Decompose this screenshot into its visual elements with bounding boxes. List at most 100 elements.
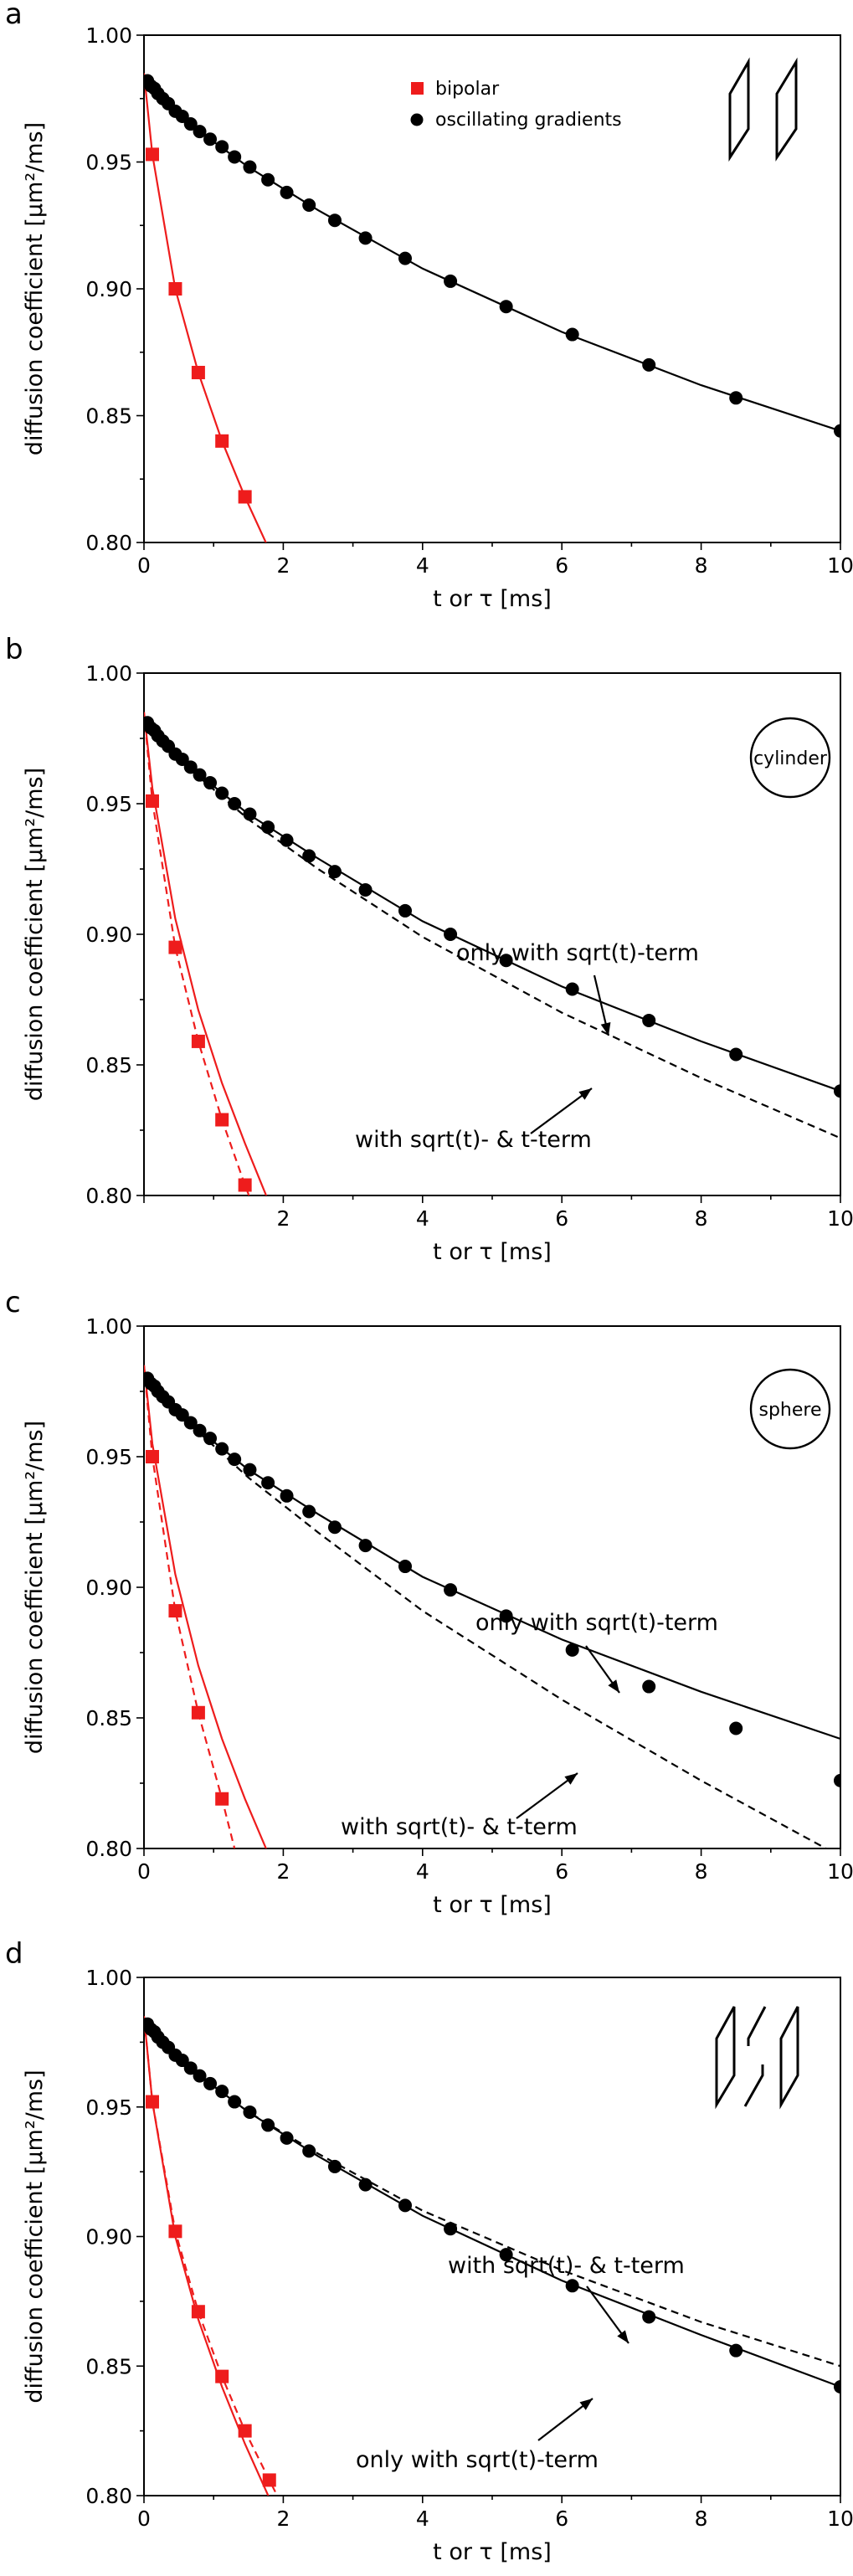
data-point-oscillating <box>565 327 579 342</box>
data-point-oscillating <box>565 2279 579 2293</box>
data-point-bipolar <box>262 2473 276 2487</box>
x-tick-label: 6 <box>555 1859 568 1884</box>
annotation-label: with sqrt(t)- & t-term <box>341 1814 578 1840</box>
data-point-oscillating <box>444 274 458 288</box>
x-tick-label: 0 <box>137 2507 151 2531</box>
fit-line-oscillating-solid <box>146 1377 840 1740</box>
y-tick-label: 1.00 <box>85 1966 132 1990</box>
data-point-oscillating <box>729 2343 743 2357</box>
y-tick-label: 0.85 <box>85 1706 132 1730</box>
fit-line-oscillating-solid <box>146 80 840 432</box>
plot-frame <box>143 672 841 1196</box>
data-point-oscillating <box>327 865 342 879</box>
data-point-oscillating <box>499 300 513 314</box>
data-point-oscillating <box>261 820 275 835</box>
y-tick-label: 0.80 <box>85 1837 132 1861</box>
parallelogram-fragment-icon <box>747 2006 767 2046</box>
data-point-oscillating <box>243 160 257 174</box>
data-point-oscillating <box>444 2222 458 2236</box>
data-point-bipolar <box>145 2095 159 2109</box>
plot-area <box>144 2016 840 2496</box>
fit-line-bipolar-dashed <box>144 712 250 1195</box>
y-tick-label: 0.80 <box>85 2484 132 2508</box>
annotation-arrow-head <box>564 1773 578 1785</box>
data-point-oscillating <box>193 768 207 782</box>
data-point-oscillating <box>193 125 207 139</box>
data-point-bipolar <box>215 1113 229 1127</box>
data-point-oscillating <box>215 1442 229 1456</box>
panel-label: d <box>5 1937 23 1971</box>
shape-circle <box>749 717 831 799</box>
data-point-oscillating <box>499 2248 513 2262</box>
data-point-oscillating <box>203 132 218 147</box>
data-point-oscillating <box>327 1520 342 1535</box>
data-point-oscillating <box>358 1539 373 1553</box>
annotation-arrow-head <box>578 1088 592 1100</box>
fit-line-bipolar-dashed <box>144 1365 236 1848</box>
panel-a: 0 2 4 6 8 10 0.80 0.85 0.90 0.95 1.00 t or τ [ms] di… <box>5 0 853 612</box>
x-tick-label: 6 <box>555 553 568 578</box>
annotation-label: with sqrt(t)- & t-term <box>448 2253 685 2279</box>
y-axis-label: diffusion coefficient [µm²/ms] <box>22 122 48 455</box>
data-point-oscillating <box>834 424 840 438</box>
annotation-label: only with sqrt(t)-term <box>456 940 699 966</box>
y-tick-label: 1.00 <box>85 23 132 48</box>
fit-line-oscillating-dashed <box>146 722 840 1139</box>
data-point-oscillating <box>327 213 342 228</box>
x-tick-label: 8 <box>695 553 708 578</box>
data-point-oscillating <box>834 1084 840 1098</box>
data-point-oscillating <box>642 2310 656 2324</box>
data-point-oscillating <box>243 1463 257 1477</box>
data-point-oscillating <box>642 1013 656 1027</box>
x-tick-label: 8 <box>695 1859 708 1884</box>
data-point-oscillating <box>444 1583 458 1597</box>
legend: bipolar oscillating gradients <box>410 79 622 131</box>
data-point-oscillating <box>261 1476 275 1490</box>
parallelogram-icon <box>728 57 750 162</box>
data-point-oscillating <box>398 2198 412 2213</box>
annotation-arrow-head <box>579 2399 593 2410</box>
data-point-oscillating <box>302 2144 316 2158</box>
annotation-arrow-line <box>530 1087 593 1134</box>
data-point-oscillating <box>215 140 229 154</box>
data-point-oscillating <box>261 172 275 187</box>
parallelogram-icon <box>715 2006 736 2110</box>
data-point-oscillating <box>193 2069 207 2083</box>
annotation-label: with sqrt(t)- & t-term <box>355 1127 592 1153</box>
parallelogram-icon <box>779 2006 799 2110</box>
data-point-bipolar <box>145 794 159 808</box>
y-tick-label: 0.95 <box>85 2095 132 2120</box>
data-point-oscillating <box>175 1408 189 1422</box>
annotation-label: only with sqrt(t)-term <box>356 2447 599 2473</box>
y-tick-label: 1.00 <box>85 661 132 686</box>
y-tick-label: 0.90 <box>85 1576 132 1600</box>
data-point-bipolar <box>238 490 252 504</box>
shape-label: cylinder <box>753 748 828 769</box>
data-point-oscillating <box>729 1721 743 1735</box>
data-point-oscillating <box>499 954 513 968</box>
data-point-oscillating <box>228 797 242 810</box>
panel-b: 2 4 6 8 10 0.80 0.85 0.90 0.95 1.00 t or τ [ms] dif… <box>5 633 853 1265</box>
y-tick-label: 0.85 <box>85 404 132 429</box>
panel-d: 0 2 4 6 8 10 0.80 0.85 0.90 0.95 1.00 t or τ [ms] di… <box>5 1937 853 2565</box>
data-point-bipolar <box>145 1450 159 1463</box>
data-point-oscillating <box>228 1453 242 1467</box>
data-point-oscillating <box>203 1432 218 1446</box>
x-tick-label: 4 <box>416 553 429 578</box>
annotation-arrow-line <box>516 1772 578 1819</box>
plot-frame <box>143 1977 841 2496</box>
fit-line-bipolar-solid <box>144 2016 270 2496</box>
data-point-oscillating <box>183 2061 198 2075</box>
data-point-oscillating <box>183 1416 198 1430</box>
plot-area <box>144 73 840 542</box>
x-axis-label: t or τ [ms] <box>433 2539 552 2565</box>
data-point-oscillating <box>280 2131 294 2145</box>
x-tick-label: 0 <box>137 553 151 578</box>
annotation-label: only with sqrt(t)-term <box>475 1610 718 1636</box>
data-point-oscillating <box>280 833 294 847</box>
data-point-bipolar <box>215 434 229 448</box>
data-point-oscillating <box>243 807 257 821</box>
y-axis-label: diffusion coefficient [µm²/ms] <box>22 768 48 1101</box>
data-point-oscillating <box>243 2105 257 2119</box>
parallelogram-icon <box>775 57 798 162</box>
